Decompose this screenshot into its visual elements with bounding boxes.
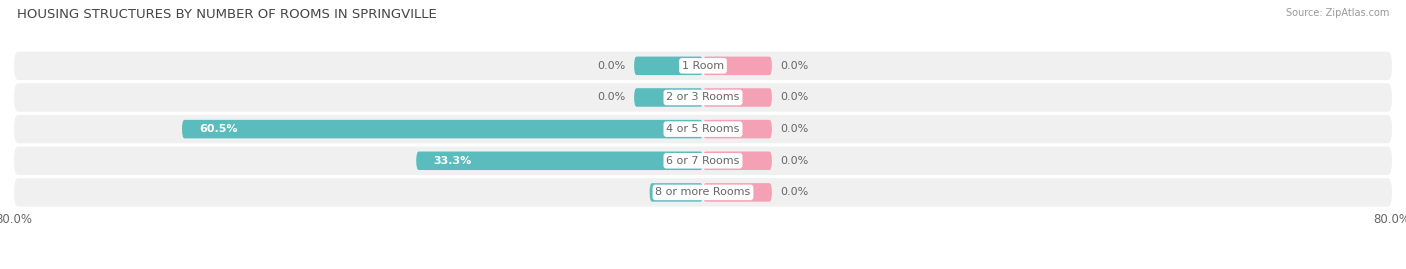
Text: 6.2%: 6.2%	[666, 187, 697, 197]
Text: HOUSING STRUCTURES BY NUMBER OF ROOMS IN SPRINGVILLE: HOUSING STRUCTURES BY NUMBER OF ROOMS IN…	[17, 8, 437, 21]
Text: 0.0%: 0.0%	[598, 61, 626, 71]
Text: 0.0%: 0.0%	[780, 124, 808, 134]
Text: 4 or 5 Rooms: 4 or 5 Rooms	[666, 124, 740, 134]
FancyBboxPatch shape	[14, 115, 1392, 143]
Text: 60.5%: 60.5%	[200, 124, 238, 134]
FancyBboxPatch shape	[14, 178, 1392, 207]
FancyBboxPatch shape	[14, 83, 1392, 112]
FancyBboxPatch shape	[634, 56, 703, 75]
Text: 0.0%: 0.0%	[780, 187, 808, 197]
FancyBboxPatch shape	[634, 88, 703, 107]
Text: 0.0%: 0.0%	[598, 93, 626, 102]
FancyBboxPatch shape	[14, 147, 1392, 175]
FancyBboxPatch shape	[650, 183, 703, 202]
FancyBboxPatch shape	[181, 120, 703, 138]
Text: 0.0%: 0.0%	[780, 156, 808, 166]
Text: 2 or 3 Rooms: 2 or 3 Rooms	[666, 93, 740, 102]
Text: 6 or 7 Rooms: 6 or 7 Rooms	[666, 156, 740, 166]
Text: 0.0%: 0.0%	[780, 93, 808, 102]
FancyBboxPatch shape	[703, 151, 772, 170]
FancyBboxPatch shape	[703, 88, 772, 107]
FancyBboxPatch shape	[703, 183, 772, 202]
Text: 1 Room: 1 Room	[682, 61, 724, 71]
Text: Source: ZipAtlas.com: Source: ZipAtlas.com	[1285, 8, 1389, 18]
FancyBboxPatch shape	[703, 120, 772, 138]
FancyBboxPatch shape	[416, 151, 703, 170]
Text: 33.3%: 33.3%	[433, 156, 471, 166]
Text: 0.0%: 0.0%	[780, 61, 808, 71]
Text: 8 or more Rooms: 8 or more Rooms	[655, 187, 751, 197]
FancyBboxPatch shape	[703, 56, 772, 75]
FancyBboxPatch shape	[14, 52, 1392, 80]
